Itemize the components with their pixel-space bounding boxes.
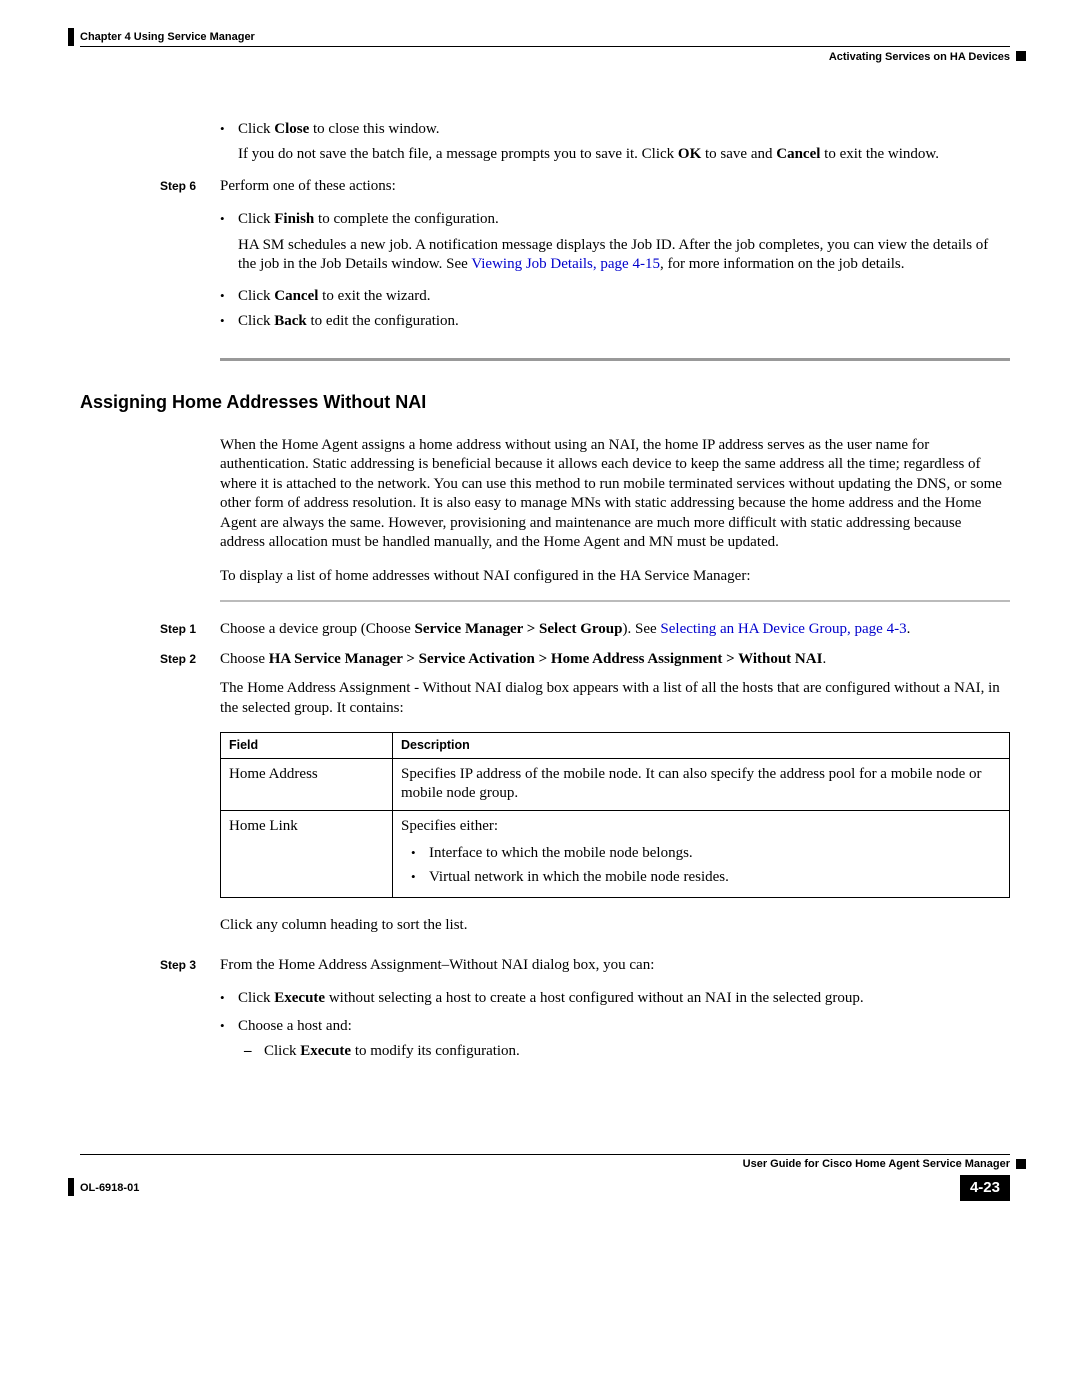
step-2: Step 2 Choose HA Service Manager > Servi…: [220, 650, 1010, 950]
device-group-link[interactable]: Selecting an HA Device Group, page 4-3: [660, 621, 906, 637]
footer-docnum: OL-6918-01: [80, 1181, 139, 1195]
chapter-header: Chapter 4 Using Service Manager: [80, 30, 1010, 47]
col-field[interactable]: Field: [221, 733, 393, 758]
divider: [220, 600, 1010, 602]
section-divider: [220, 358, 1010, 361]
footer-guide: User Guide for Cisco Home Agent Service …: [80, 1154, 1010, 1171]
bullet-close: Click Close to close this window.: [220, 120, 1010, 140]
finish-note: HA SM schedules a new job. A notificatio…: [238, 236, 1010, 275]
sort-note: Click any column heading to sort the lis…: [220, 916, 1010, 936]
step-1: Step 1 Choose a device group (Choose Ser…: [220, 620, 1010, 640]
close-note: If you do not save the batch file, a mes…: [238, 145, 1010, 165]
col-description[interactable]: Description: [393, 733, 1010, 758]
table-row: Home Address Specifies IP address of the…: [221, 758, 1010, 810]
step-3: Step 3 From the Home Address Assignment–…: [220, 956, 1010, 1074]
step-6: Step 6 Perform one of these actions: Cli…: [220, 177, 1010, 338]
display-paragraph: To display a list of home addresses with…: [220, 567, 1010, 587]
table-row: Home Link Specifies either: Interface to…: [221, 810, 1010, 898]
page-footer: User Guide for Cisco Home Agent Service …: [80, 1154, 1010, 1201]
section-heading: Assigning Home Addresses Without NAI: [80, 391, 1010, 414]
intro-paragraph: When the Home Agent assigns a home addre…: [220, 436, 1010, 553]
page-number: 4-23: [960, 1175, 1010, 1201]
content-area: Click Close to close this window. If you…: [220, 120, 1010, 361]
field-table: Field Description Home Address Specifies…: [220, 732, 1010, 898]
step-label: Step 6: [160, 177, 220, 338]
job-details-link[interactable]: Viewing Job Details, page 4-15: [471, 256, 660, 272]
section-header: Activating Services on HA Devices: [80, 50, 1010, 64]
